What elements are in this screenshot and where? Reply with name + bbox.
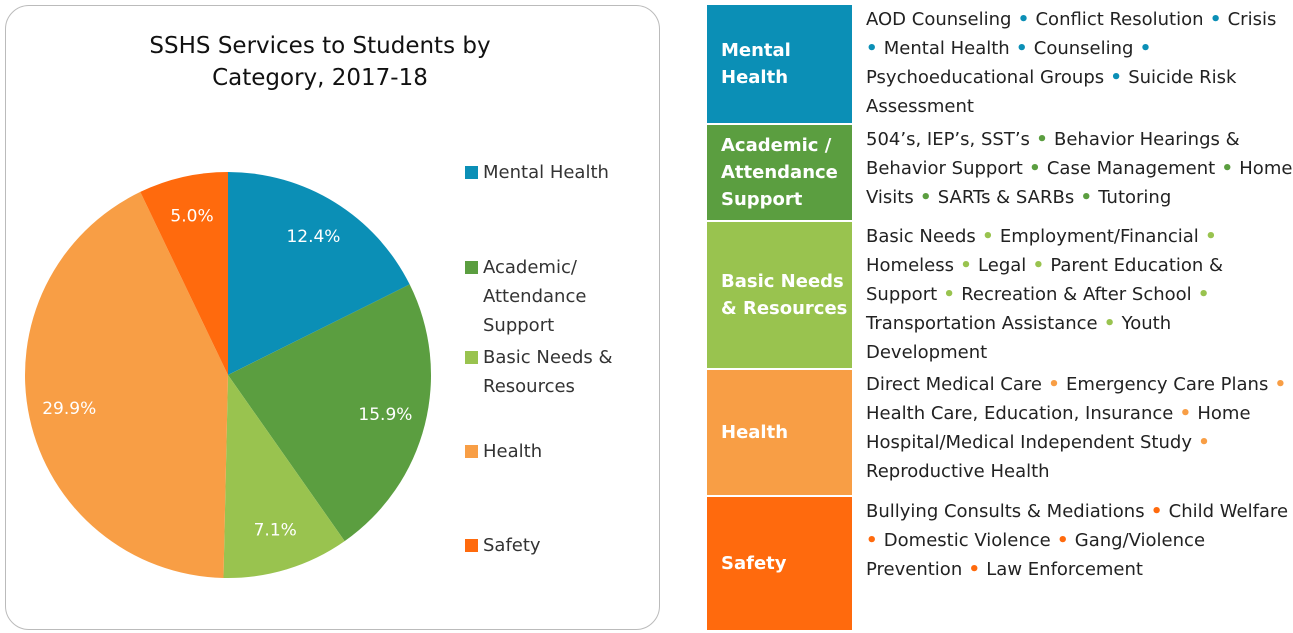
data-label: 5.0%	[170, 207, 213, 227]
legend-swatch	[465, 261, 478, 274]
legend-entry: Health	[465, 437, 635, 466]
chart-title: SSHS Services to Students by Category, 2…	[149, 33, 491, 91]
items-cell: 504’s, IEP’s, SST’sBehavior Hearings & B…	[852, 125, 1293, 220]
pie-slice	[24, 191, 229, 578]
service-item: Legal	[954, 255, 1026, 276]
items-cell: Bullying Consults & MediationsChild Welf…	[852, 497, 1293, 630]
pie-slice	[223, 375, 345, 578]
legend-entry: Basic Needs & Resources	[465, 343, 635, 401]
service-item: Basic Needs	[866, 226, 976, 247]
pie-slice	[140, 172, 228, 375]
service-item: Tutoring	[1074, 187, 1171, 208]
legend-entry: Academic/ Attendance Support	[465, 253, 635, 340]
legend-label: Basic Needs & Resources	[483, 347, 613, 397]
pie-slice	[228, 172, 410, 375]
service-item: SARTs & SARBs	[914, 187, 1075, 208]
data-label: 7.1%	[254, 520, 297, 540]
category-cell: Health	[707, 370, 852, 495]
service-item: AOD Counseling	[866, 9, 1012, 30]
service-item: Bullying Consults & Mediations	[866, 501, 1145, 522]
chart: 12.4% 15.9% 7.1% 29.9% 5.0%	[24, 172, 432, 578]
legend-entry: Safety	[465, 531, 635, 560]
legend-swatch	[465, 351, 478, 364]
service-item: Law Enforcement	[962, 559, 1143, 580]
legend-swatch	[465, 445, 478, 458]
legend-swatch	[465, 539, 478, 552]
service-item: Domestic Violence	[866, 530, 1051, 551]
data-label: 29.9%	[42, 399, 96, 419]
data-label: 12.4%	[286, 227, 340, 247]
legend-entry: Mental Health	[465, 158, 635, 187]
service-item: Emergency Care Plans	[1042, 374, 1268, 395]
service-item: 504’s, IEP’s, SST’s	[866, 129, 1030, 150]
legend-swatch	[465, 166, 478, 179]
category-cell: Safety	[707, 497, 852, 630]
category-cell: Academic / Attendance Support	[707, 125, 852, 220]
items-cell: Basic NeedsEmployment/FinancialHomelessL…	[852, 222, 1293, 368]
service-item: Direct Medical Care	[866, 374, 1042, 395]
legend-label: Academic/ Attendance Support	[483, 257, 587, 336]
table-row: Academic / Attendance Support 504’s, IEP’…	[707, 125, 1293, 220]
items-cell: AOD CounselingConflict ResolutionCrisis M…	[852, 5, 1293, 123]
service-item: Child Welfare	[1145, 501, 1288, 522]
chart-frame	[5, 5, 660, 630]
pie-slice	[228, 284, 432, 542]
legend-label: Health	[483, 441, 543, 462]
service-item: Crisis	[1204, 9, 1277, 30]
legend-label: Mental Health	[483, 162, 609, 183]
data-label: 15.9%	[358, 405, 412, 425]
service-item: Counseling	[1010, 38, 1134, 59]
items-cell: Direct Medical CareEmergency Care PlansH…	[852, 370, 1293, 495]
service-item: Mental Health	[866, 38, 1010, 59]
legend-label: Safety	[483, 535, 541, 556]
category-cell: Basic Needs & Resources	[707, 222, 852, 368]
service-item: Case Management	[1023, 158, 1215, 179]
category-cell: Mental Health	[707, 5, 852, 123]
service-item: Employment/Financial	[976, 226, 1199, 247]
service-item: Conflict Resolution	[1011, 9, 1203, 30]
service-item: Recreation & After School	[937, 284, 1192, 305]
